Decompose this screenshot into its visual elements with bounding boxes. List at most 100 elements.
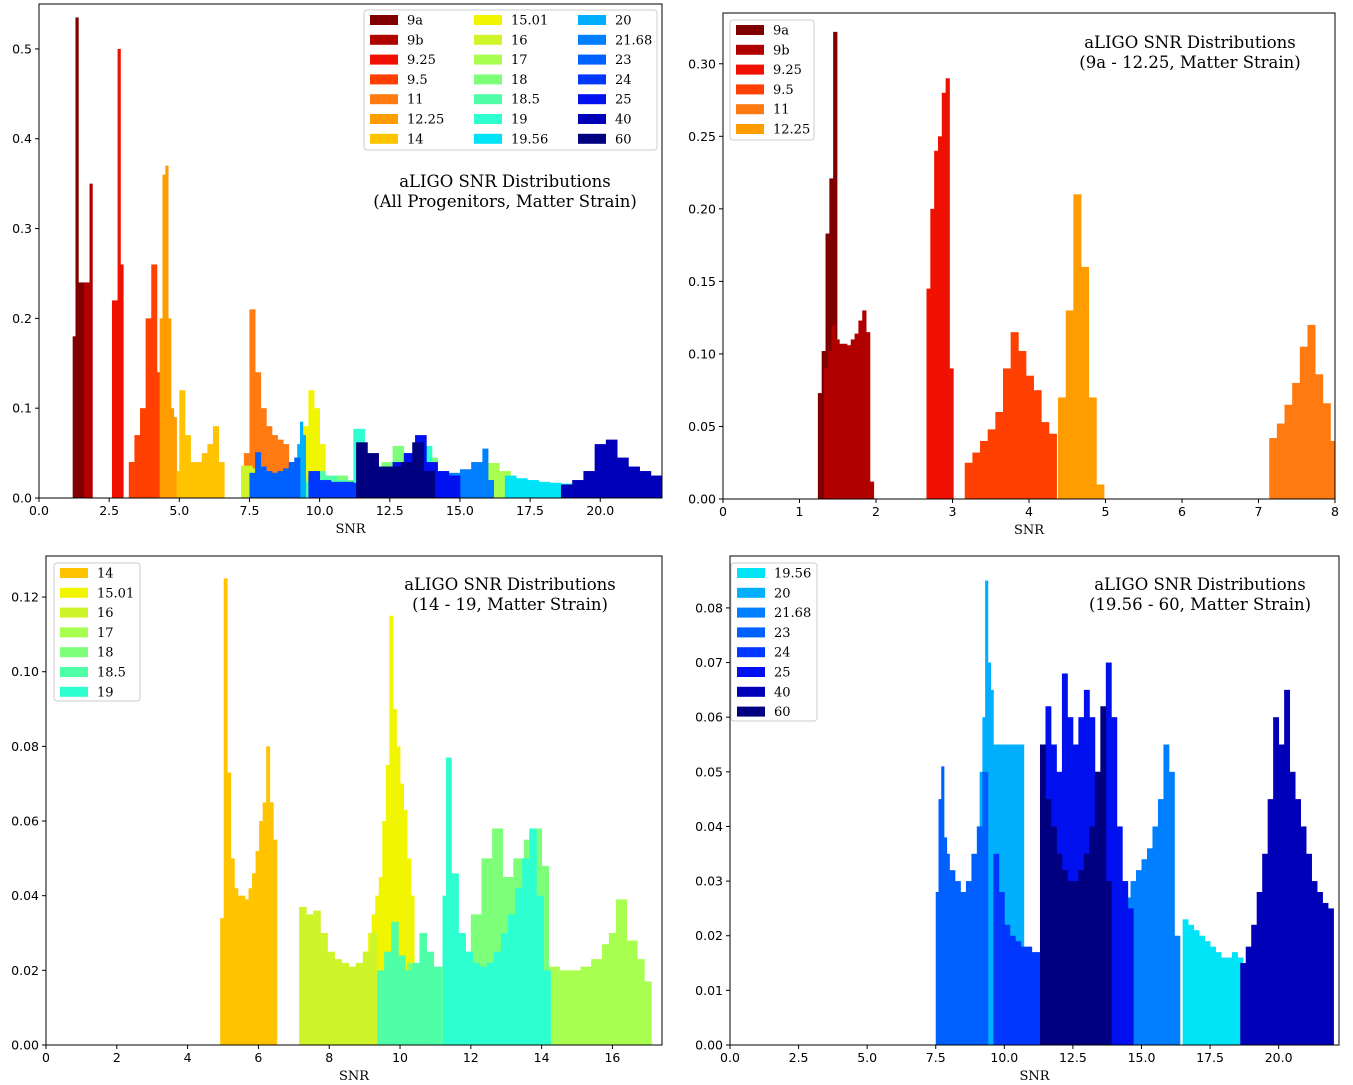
bar-21_68-10 [1168, 771, 1175, 1045]
bar-18_5-7 [426, 951, 435, 1045]
bar-19-6 [479, 966, 488, 1045]
bar-14-2 [184, 435, 191, 498]
bar-9b-12 [869, 481, 875, 499]
bar-17-7 [615, 899, 627, 1045]
bar-11-4 [266, 426, 273, 498]
bar-23-4 [946, 853, 950, 1045]
x-tick-label: 2 [872, 504, 880, 519]
bar-19-12 [522, 858, 530, 1045]
bar-40-1 [572, 480, 584, 498]
x-tick-label: 5 [1102, 504, 1110, 519]
legend-label: 21.68 [615, 33, 652, 48]
bar-23-2 [260, 466, 267, 498]
bar-21_68-4 [1136, 870, 1142, 1045]
y-tick-label: 0.04 [695, 819, 723, 834]
bar-23-0 [935, 892, 939, 1045]
legend-swatch [737, 627, 765, 638]
bar-17-8 [626, 940, 638, 1045]
bar-11-0 [1269, 438, 1278, 499]
legend-label: 24 [774, 646, 791, 661]
bar-14-4 [196, 462, 203, 498]
bar-60-7 [1078, 870, 1085, 1045]
bar-9_5-6 [1010, 332, 1019, 499]
bar-16-0 [241, 465, 253, 498]
bar-40-3 [1256, 892, 1263, 1045]
x-tick-label: 2 [113, 1050, 121, 1065]
x-tick-label: 15.0 [446, 503, 474, 518]
bar-14-5 [201, 453, 208, 498]
bar-18_5-5 [412, 962, 420, 1045]
bar-23-2 [941, 766, 945, 1045]
bar-15_01-2 [308, 390, 315, 498]
bar-14-8 [248, 888, 253, 1045]
legend-label: 40 [774, 685, 791, 700]
bar-23-11 [982, 771, 989, 1045]
bar-19_56-9 [1232, 952, 1238, 1045]
bar-14-0 [220, 918, 225, 1045]
bar-40-4 [1262, 853, 1269, 1045]
axes-frame [45, 555, 663, 1046]
bar-19_56-0 [504, 475, 517, 498]
legend-swatch [370, 74, 398, 85]
legend: 9a 9b 9.25 9.5 11 12.25 14 15.01 16 17 18 18.5 19 19.… [363, 9, 658, 151]
bar-9a-1 [821, 351, 826, 499]
bar-17-1 [559, 970, 571, 1045]
bar-16-10 [369, 933, 378, 1045]
legend-swatch [370, 15, 398, 25]
bar-24-4 [1015, 941, 1022, 1045]
bar-19-15 [543, 970, 551, 1045]
bar-40-8 [650, 475, 662, 498]
bar-15_01-10 [400, 783, 404, 1045]
legend-label: 23 [774, 626, 791, 641]
x-tick-label: 2.5 [789, 1050, 809, 1065]
bar-9a-2 [78, 282, 82, 498]
bar-21_68-6 [488, 480, 495, 498]
bar-11-6 [277, 439, 284, 498]
bar-19-14 [536, 895, 544, 1045]
legend-label: 9b [773, 43, 790, 58]
bar-40-6 [628, 466, 640, 498]
bar-40-15 [1322, 902, 1329, 1045]
legend-label: 11 [773, 103, 790, 118]
bar-17-2 [569, 970, 581, 1045]
legend-box [730, 562, 818, 722]
bar-40-5 [617, 457, 629, 498]
y-tick-label: 0.05 [695, 764, 723, 779]
bar-60-6 [1072, 881, 1079, 1045]
bar-16-2 [313, 910, 321, 1045]
chart-title-line-2: (9a - 12.25, Matter Strain) [1079, 53, 1300, 72]
bar-40-2 [1251, 924, 1258, 1045]
bar-23-3 [943, 837, 948, 1045]
bar-23-3 [266, 471, 273, 498]
bar-40-2 [583, 471, 596, 498]
bar-9_5-2 [140, 408, 147, 498]
legend-swatch [578, 54, 606, 65]
legend-label: 18.5 [97, 666, 126, 681]
bar-40-16 [1328, 908, 1334, 1045]
bar-40-11 [1300, 826, 1307, 1045]
bar-17-9 [637, 959, 645, 1045]
bar-17-5 [601, 944, 610, 1045]
bar-9_5-8 [1025, 375, 1034, 499]
bar-14-7 [244, 899, 249, 1045]
bar-20-4 [987, 662, 991, 1045]
legend-label: 24 [615, 73, 632, 88]
bar-9a-4 [833, 31, 838, 499]
chart-title-line-1: aLIGO SNR Distributions [404, 575, 616, 594]
bar-9b-0 [823, 368, 829, 499]
bar-16-7 [348, 966, 357, 1045]
legend-swatch [737, 607, 765, 618]
y-tick-label: 0.00 [688, 492, 716, 507]
y-tick-label: 0.05 [688, 419, 716, 434]
x-axis-label: SNR [335, 522, 366, 537]
legend-label: 40 [615, 113, 632, 128]
legend-swatch [737, 667, 765, 677]
bar-9_5-4 [995, 411, 1004, 499]
legend: 14 15.01 16 17 18 18.5 19 [53, 562, 141, 702]
x-axis-label: SNR [1014, 523, 1045, 538]
bar-9b-7 [850, 339, 855, 499]
bar-12_25-4 [170, 408, 175, 498]
y-tick-label: 0.06 [11, 814, 39, 829]
bar-23-6 [283, 468, 290, 498]
bar-19_56-4 [549, 482, 562, 498]
